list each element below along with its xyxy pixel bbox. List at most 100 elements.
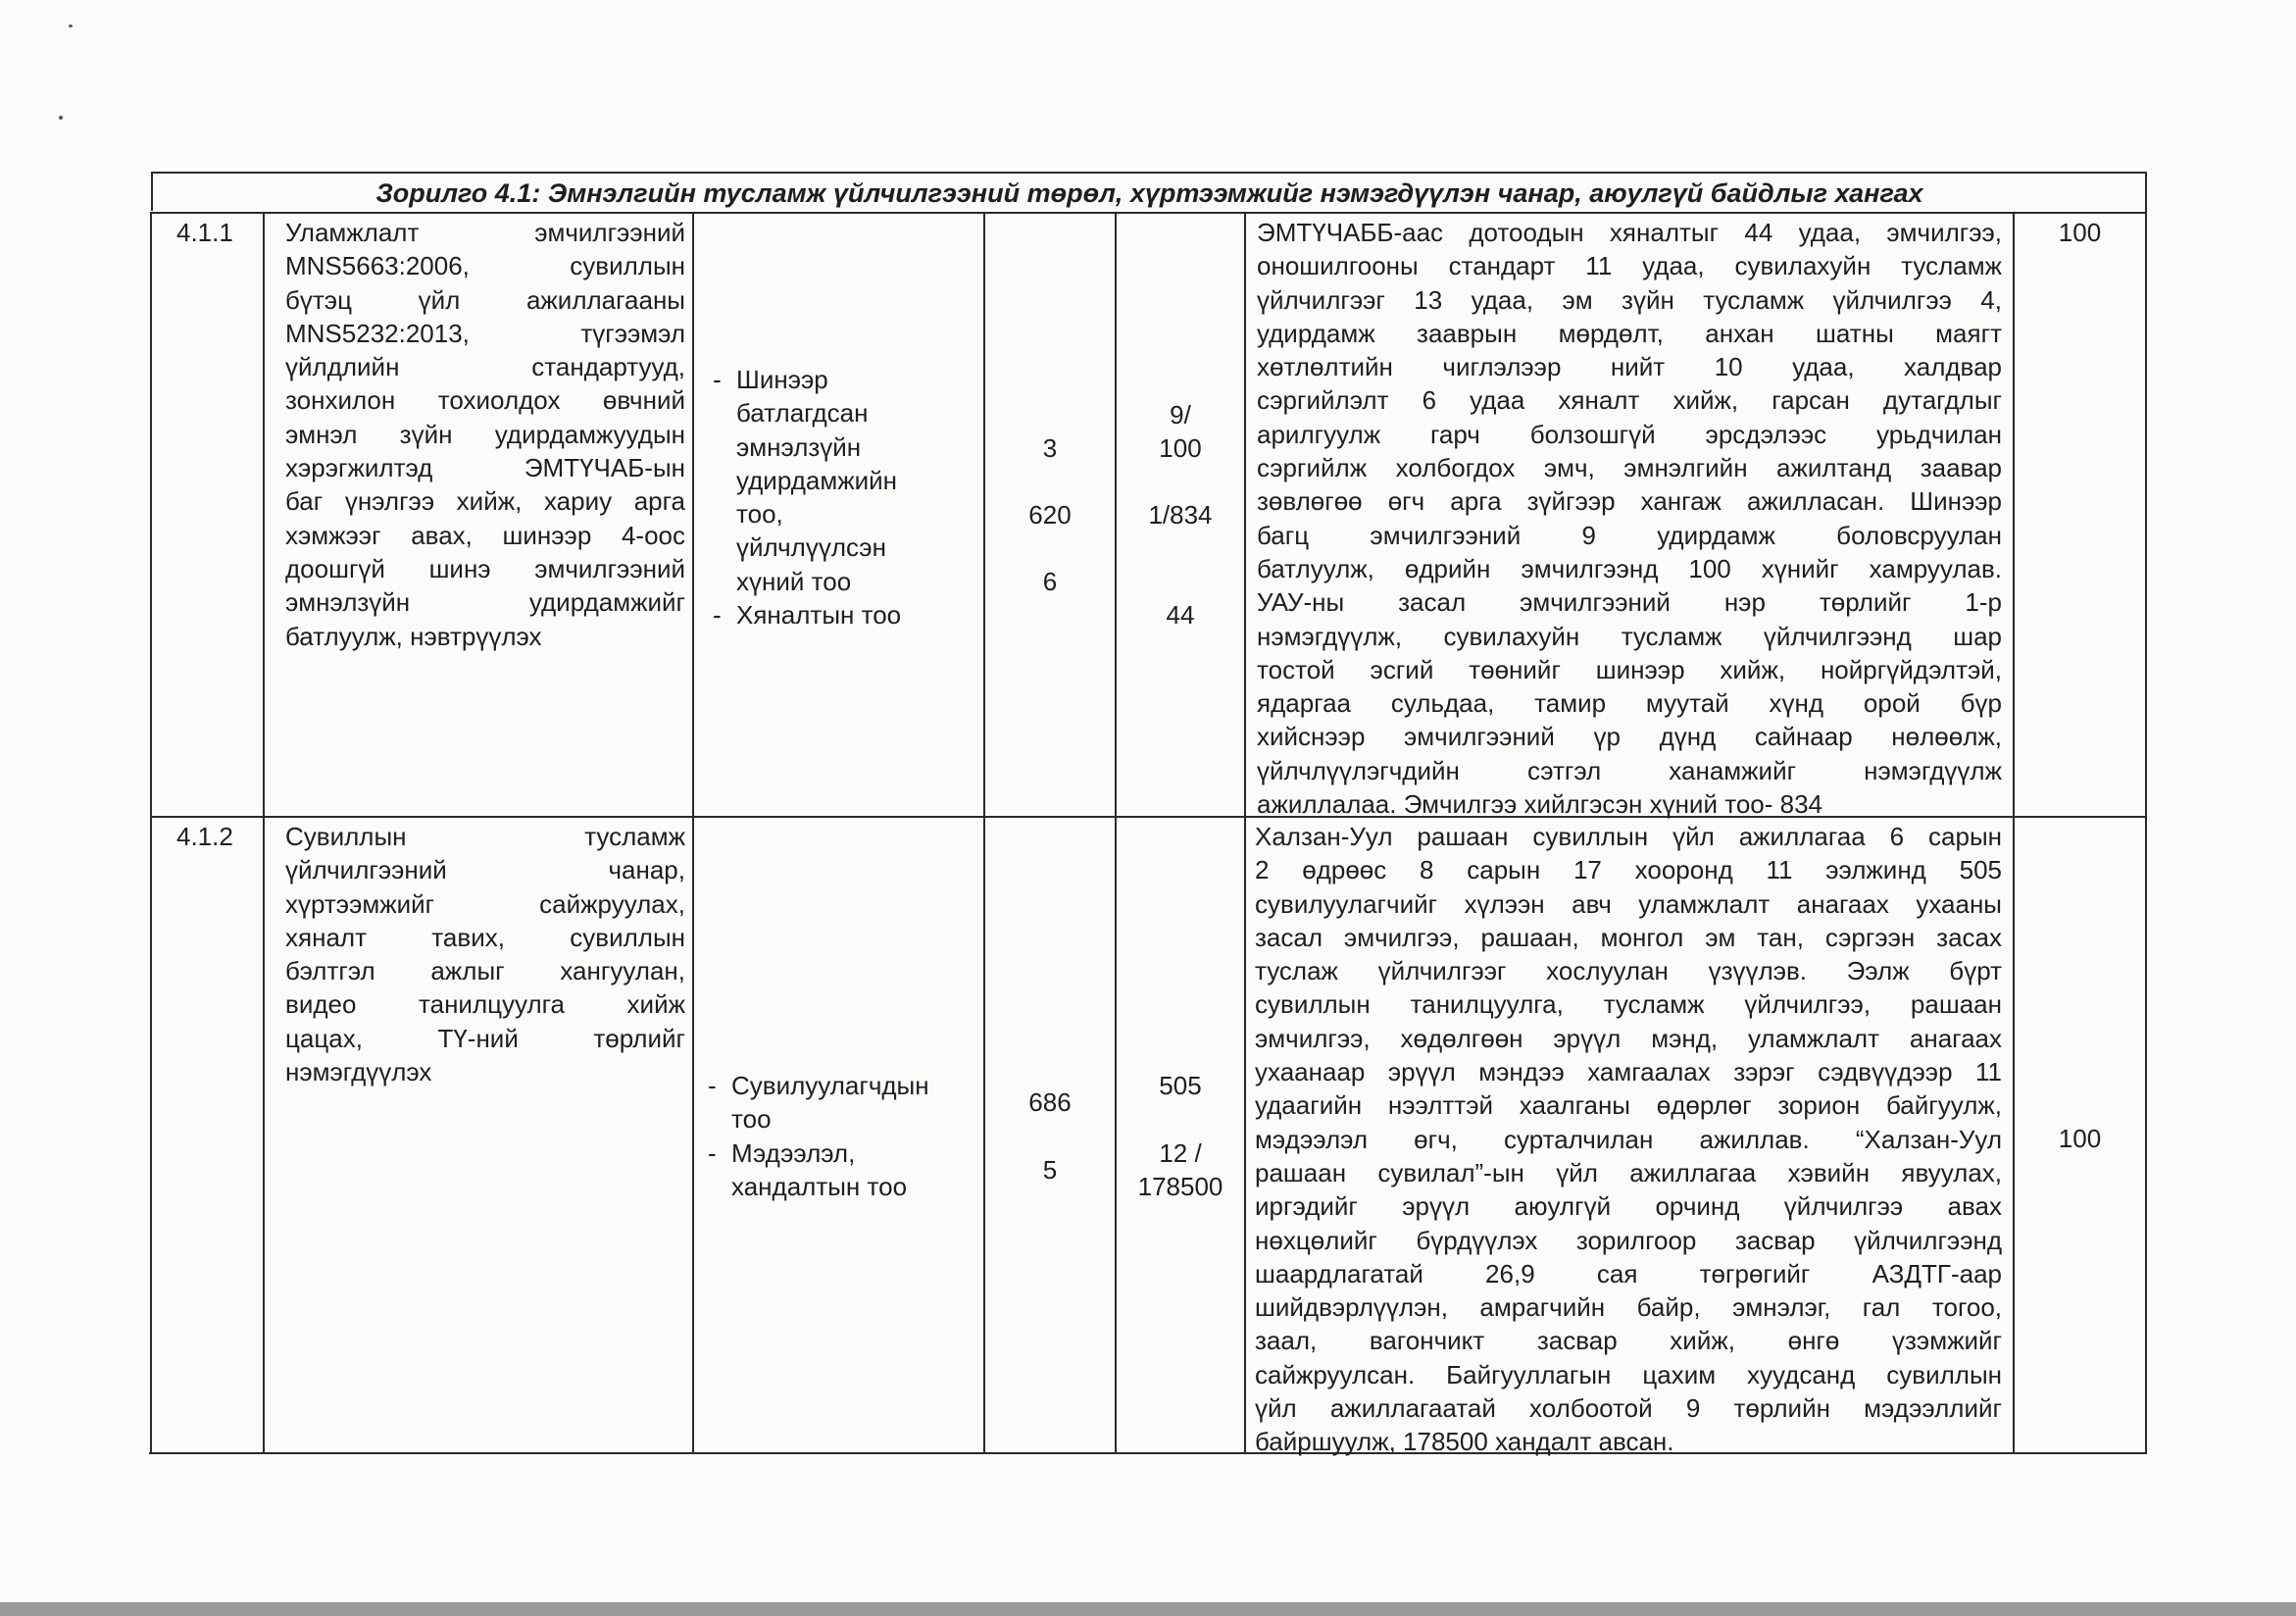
text-line: удирдамжийн <box>736 465 897 495</box>
actual-value: 100 <box>1159 433 1202 463</box>
report-text: ЭМТҮЧАББ-аас дотоодын хяналтыг 44 удаа, … <box>1257 216 2002 821</box>
text-line: Сувиллын тусламж <box>285 822 685 851</box>
baseline-value: 6 <box>1042 567 1058 596</box>
baseline-value: 686 <box>1028 1087 1072 1117</box>
text-line: Уламжлалт эмчилгээний <box>285 218 685 247</box>
text-line: хөтлөлтийн чиглэлээр нийт 10 удаа, халдв… <box>1257 352 2002 382</box>
text-line: цацах, ТҮ-ний төрлийг <box>285 1023 685 1053</box>
text-line: нэмэгдүүлэх <box>285 1057 432 1087</box>
text-line: үйлчлүүлэгчдийн сэтгэл ханамжийг нэмэгдү… <box>1257 755 2002 785</box>
baseline-value: 620 <box>1028 500 1072 530</box>
text-line: ядаргаа сульдаа, тамир муутай хүнд орой … <box>1257 688 2002 719</box>
text-line: туслаж үйлчилгээг хослуулан үзүүлэв. Ээл… <box>1255 956 2002 986</box>
text-line: багц эмчилгээний 9 удирдамж боловсруулан <box>1257 520 2002 550</box>
actual-value: 505 <box>1159 1071 1202 1100</box>
indicator-item: - Сувилуулагчдын тоо <box>708 1069 929 1136</box>
text-line: хэмжээг авах, шинээр 4-оос <box>285 520 685 550</box>
text-line: батлагдсан <box>736 398 869 429</box>
text-line: удаагийн нээлттэй хаалганы өдөрлөг зорио… <box>1255 1090 2002 1121</box>
text-line: үйлчилгээний чанар, <box>285 855 685 885</box>
text-line: видео танилцуулга хийж <box>285 989 685 1020</box>
text-line: ажиллалаа. Эмчилгээ хийлгэсэн хүний тоо-… <box>1257 789 1823 820</box>
text-line: нэмэгдүүлж, сувилахуйн тусламж үйлчилгээ… <box>1257 621 2002 651</box>
text-line: сувиллын танилцуулга, тусламж үйлчилгээ,… <box>1255 989 2002 1020</box>
text-line: Мэдээлэл, <box>731 1138 856 1168</box>
bullet-dash: - <box>708 1071 717 1100</box>
text-line: эмчилгээ, хөдөлгөөн эрүүл мэнд, уламжлал… <box>1255 1023 2002 1053</box>
text-line: шаардлагатай 26,9 сая төгрөгийг АЗДТГ-аа… <box>1255 1258 2002 1288</box>
indicator-item: - Хяналтын тоо <box>713 598 902 631</box>
text-line: УАУ-ны засал эмчилгээний нэр төрлийг 1-р <box>1257 587 2002 618</box>
text-line: зонхилон тохиолдох өвчний <box>285 385 685 416</box>
scan-speck <box>59 116 63 120</box>
text-line: MNS5663:2006, сувиллын <box>285 251 685 281</box>
text-line: сувилуулагчийг хүлээн авч уламжлалт анаг… <box>1255 888 2002 919</box>
text-line: ухаанаар эрүүл мэндээ хамгаалах зэрэг сэ… <box>1255 1057 2002 1087</box>
text-line: хандалтын тоо <box>731 1172 908 1202</box>
baseline-value: 3 <box>1042 433 1058 463</box>
text-line: бэлтгэл ажлыг хангуулан, <box>285 956 685 986</box>
text-line: Хяналтын тоо <box>736 600 902 630</box>
actual-value: 9/ <box>1170 400 1191 429</box>
completion-percent: 100 <box>2058 1124 2102 1153</box>
text-line: байршуулж, 178500 хандалт авсан. <box>1255 1427 1674 1457</box>
text-line: Сувилуулагчдын <box>731 1071 929 1100</box>
activity-text: Сувиллын тусламж үйлчилгээний чанар, хүртэ… <box>285 820 685 1088</box>
text-line: эмнэлзүйн удирдамжийг <box>285 587 685 618</box>
bullet-dash: - <box>713 600 722 630</box>
actual-value: 178500 <box>1137 1172 1223 1201</box>
text-line: хийснээр эмчилгээний үр дүнд сайнаар нөл… <box>1257 722 2002 752</box>
text-line: тоо, <box>736 499 783 530</box>
baseline-value: 5 <box>1042 1155 1058 1185</box>
text-line: тоо <box>731 1104 772 1135</box>
activity-text: Уламжлалт эмчилгээний MNS5663:2006, сувил… <box>285 216 685 653</box>
actual-value: 12 / <box>1159 1138 1202 1168</box>
text-line: хяналт тавих, сувиллын <box>285 922 685 952</box>
text-line: MNS5232:2013, түгээмэл <box>285 318 685 348</box>
row-code: 4.1.2 <box>176 822 233 851</box>
text-line: хүний тоо <box>736 566 852 596</box>
text-line: үйлчилгээг 13 удаа, эм зүйн тусламж үйлч… <box>1257 284 2002 315</box>
report-text: Халзан-Уул рашаан сувиллын үйл ажиллагаа… <box>1255 820 2002 1459</box>
text-line: арилгуулж гарч болзошгүй эрсдэлээс урьдч… <box>1257 419 2002 449</box>
row-code: 4.1.1 <box>176 218 233 247</box>
text-line: эмнэлзүйн <box>736 431 862 462</box>
text-line: батлуулж, өдрийн эмчилгээнд 100 хүнийг х… <box>1257 553 2002 583</box>
text-line: зөвлөгөө өгч арга зүйгээр хангаж ажиллас… <box>1257 486 2002 517</box>
text-line: нөхцөлийг бүрдүүлэх зорилгоор засвар үйл… <box>1255 1225 2002 1255</box>
text-line: эмнэл зүйн удирдамжуудын <box>285 419 685 449</box>
text-line: бүтэц үйл ажиллагааны <box>285 284 685 315</box>
actual-value: 1/834 <box>1148 500 1213 530</box>
indicator-item: - Шинээр батлагдсан эмнэлзүйн удирдамжийн тоо… <box>713 363 897 598</box>
text-line: доошгүй шинэ эмчилгээний <box>285 553 685 583</box>
text-line: үйлчлүүлсэн <box>736 532 886 563</box>
text-line: үйл ажиллагаатай холбоотой 9 төрлийн мэд… <box>1255 1393 2002 1424</box>
text-line: 2 өдрөөс 8 сарын 17 хооронд 11 ээлжинд 5… <box>1255 855 2002 885</box>
text-line: тостой эсгий төөнийг шинээр хийж, нойргү… <box>1257 654 2002 684</box>
text-line: заал, вагончикт засвар хийж, өнгө үзэмжи… <box>1255 1326 2002 1356</box>
text-line: рашаан сувилал”-ын үйл ажиллагаа хэвийн … <box>1255 1157 2002 1187</box>
text-line: засал эмчилгээ, рашаан, монгол эм тан, с… <box>1255 922 2002 952</box>
scan-speck <box>69 25 73 27</box>
bullet-dash: - <box>713 365 722 394</box>
actual-value: 44 <box>1166 600 1195 630</box>
goal-title: Зорилго 4.1: Эмнэлгийн тусламж үйлчилгээ… <box>375 178 1923 208</box>
text-line: батлуулж, нэвтрүүлэх <box>285 621 542 651</box>
text-line: иргэдийг эрүүл аюулгүй орчинд үйлчилгээ … <box>1255 1191 2002 1222</box>
text-line: сэргийлж холбогдох эмч, эмнэлгийн ажилта… <box>1257 453 2002 483</box>
text-line: шийдвэрлүүлэн, амрагчийн байр, эмнэлэг, … <box>1255 1292 2002 1323</box>
text-line: баг үнэлгээ хийж, хариу арга <box>285 486 685 517</box>
text-line: удирдамж зааврын мөрдөлт, анхан шатны ма… <box>1257 318 2002 348</box>
indicator-item: - Мэдээлэл, хандалтын тоо <box>708 1136 908 1204</box>
text-line: сайжруулсан. Байгууллагын цахим хуудсанд… <box>1255 1359 2002 1389</box>
text-line: оношилгооны стандарт 11 удаа, сувилахуйн… <box>1257 251 2002 281</box>
text-line: хүртээмжийг сайжруулах, <box>285 888 685 919</box>
text-line: сэргийлэлт 6 удаа хяналт хийж, гарсан ду… <box>1257 385 2002 416</box>
text-line: Халзан-Уул рашаан сувиллын үйл ажиллагаа… <box>1255 822 2002 851</box>
bullet-dash: - <box>708 1138 717 1168</box>
text-line: хэрэгжилтэд ЭМТҮЧАБ-ын <box>285 453 685 483</box>
completion-percent: 100 <box>2058 218 2102 247</box>
text-line: Шинээр <box>736 365 828 394</box>
text-line: мэдээлэл өгч, сурталчилан ажиллав. “Халз… <box>1255 1124 2002 1154</box>
text-line: үйлдлийн стандартууд, <box>285 352 685 382</box>
